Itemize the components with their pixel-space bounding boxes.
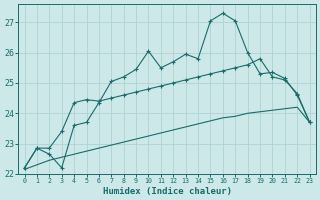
- X-axis label: Humidex (Indice chaleur): Humidex (Indice chaleur): [103, 187, 232, 196]
